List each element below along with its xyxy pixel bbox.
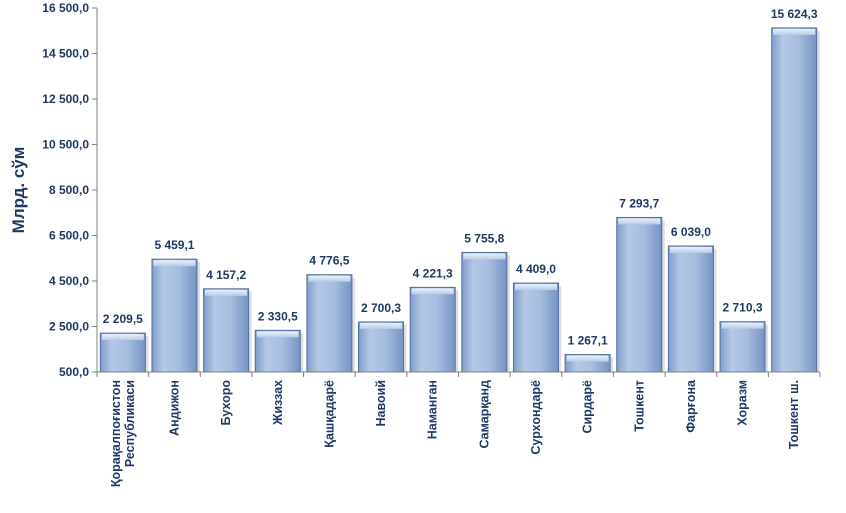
bar-cap bbox=[205, 289, 248, 296]
bar-value-label: 2 209,5 bbox=[103, 312, 143, 326]
bar-value-label: 6 039,0 bbox=[671, 225, 711, 239]
bar bbox=[358, 321, 407, 373]
bar-value-label: 4 409,0 bbox=[516, 262, 556, 276]
bar-body bbox=[151, 258, 198, 373]
bar-body bbox=[667, 245, 714, 373]
bar-body bbox=[719, 321, 766, 373]
bar-value-label: 4 157,2 bbox=[206, 268, 246, 282]
x-axis-labels-group: Қорақалпоғистон Республикаси Андижон Бухоро… bbox=[109, 379, 801, 487]
y-tick-label: 4 500,0 bbox=[49, 274, 89, 288]
bar bbox=[203, 288, 252, 373]
bar-cap bbox=[773, 28, 816, 35]
bar-cap bbox=[360, 322, 403, 329]
bar bbox=[667, 245, 717, 373]
bar-body bbox=[203, 288, 250, 373]
bar-body bbox=[306, 274, 353, 373]
x-tick-label: Сирдарё bbox=[581, 380, 595, 434]
bar bbox=[151, 258, 200, 373]
x-tick-label: Андижон bbox=[167, 380, 181, 436]
y-axis-ticks: 500,0 2 500,0 4 500,0 6 500,0 8 500,0 10 500,… bbox=[42, 1, 821, 379]
y-tick-label: 14 500,0 bbox=[42, 47, 89, 61]
y-tick-label: 16 500,0 bbox=[42, 1, 89, 15]
x-tick-label: Республикаси bbox=[123, 380, 137, 467]
bar bbox=[99, 332, 149, 373]
bar-cap bbox=[308, 275, 351, 282]
x-tick-label: Фарғона bbox=[684, 379, 698, 433]
x-tick-label: Сурхондарё bbox=[529, 380, 543, 455]
bar-body bbox=[512, 282, 559, 373]
y-tick-label: 8 500,0 bbox=[49, 183, 89, 197]
bar-cap bbox=[566, 355, 609, 362]
bar-cap bbox=[101, 334, 144, 341]
bar-body bbox=[771, 27, 818, 373]
x-tick-label: Наманган bbox=[426, 380, 440, 439]
bar-value-label: 4 776,5 bbox=[309, 254, 349, 268]
value-labels-group: 2 209,5 5 459,1 4 157,2 2 330,5 4 776,5 2 700… bbox=[103, 7, 818, 348]
x-tick-label: Хоразм bbox=[736, 380, 750, 426]
bar-cap bbox=[256, 331, 299, 338]
bar-value-label: 15 624,3 bbox=[771, 7, 818, 21]
bar-body bbox=[616, 216, 663, 373]
bar-value-label: 2 330,5 bbox=[258, 309, 298, 323]
bar-body bbox=[358, 321, 405, 373]
x-tick-label: Бухоро bbox=[219, 380, 233, 426]
bar bbox=[771, 27, 820, 373]
bar-value-label: 4 221,3 bbox=[413, 266, 453, 280]
bar-cap bbox=[669, 246, 712, 253]
bar-value-label: 5 459,1 bbox=[154, 238, 194, 252]
bar bbox=[719, 321, 769, 373]
bar-cap bbox=[411, 288, 454, 295]
bar bbox=[564, 354, 614, 373]
y-tick-label: 2 500,0 bbox=[49, 320, 89, 334]
y-tick-label: 500,0 bbox=[59, 365, 89, 379]
bar bbox=[254, 329, 304, 373]
bar bbox=[306, 274, 355, 373]
bar bbox=[512, 282, 562, 373]
x-tick-label: Навоий bbox=[374, 380, 388, 427]
bar bbox=[461, 251, 510, 373]
bar-cap bbox=[721, 322, 764, 329]
x-tick-label: Тошкент ш. bbox=[787, 380, 801, 449]
x-tick-label: Тошкент bbox=[632, 380, 646, 432]
bar bbox=[409, 286, 459, 373]
bars-group bbox=[99, 27, 820, 373]
x-tick-label: Самарқанд bbox=[477, 380, 491, 449]
bar-value-label: 1 267,1 bbox=[568, 334, 608, 348]
bar bbox=[616, 216, 665, 373]
bar-value-label: 7 293,7 bbox=[619, 196, 659, 210]
y-tick-label: 6 500,0 bbox=[49, 229, 89, 243]
bar-cap bbox=[153, 260, 196, 267]
x-tick-label: Жиззах bbox=[271, 380, 285, 426]
bar-cap bbox=[514, 284, 557, 291]
bar-body bbox=[409, 286, 456, 373]
bar-value-label: 5 755,8 bbox=[464, 231, 504, 245]
bar-value-label: 2 710,3 bbox=[723, 301, 763, 315]
y-tick-label: 12 500,0 bbox=[42, 92, 89, 106]
y-tick-label: 10 500,0 bbox=[42, 138, 89, 152]
x-tick-label: Қашқадарё bbox=[322, 380, 336, 448]
x-tick-label: Қорақалпоғистон bbox=[109, 380, 123, 487]
bar-body bbox=[461, 251, 508, 373]
bar-value-label: 2 700,3 bbox=[361, 301, 401, 315]
bar-cap bbox=[463, 253, 506, 260]
y-axis-title: Млрд. сўм bbox=[9, 147, 28, 234]
bar-cap bbox=[618, 218, 661, 225]
